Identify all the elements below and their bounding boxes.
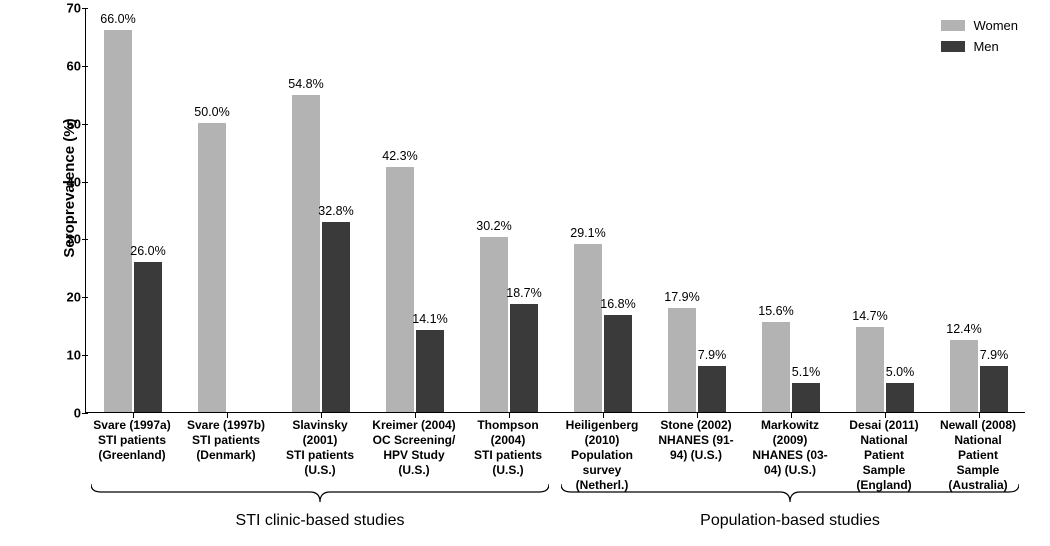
bar-value-label: 15.6% xyxy=(758,304,793,318)
y-tick-label: 70 xyxy=(67,1,81,16)
bar-value-label: 12.4% xyxy=(946,322,981,336)
group-brace xyxy=(91,484,549,502)
bar-men xyxy=(980,366,1008,412)
bar-value-label: 29.1% xyxy=(570,226,605,240)
bar-women xyxy=(762,322,790,412)
group-brace xyxy=(561,484,1019,502)
legend-swatch xyxy=(941,41,965,52)
y-tick-label: 10 xyxy=(67,348,81,363)
bar-value-label: 42.3% xyxy=(382,149,417,163)
x-axis-category-label: Slavinsky (2001)STI patients(U.S.) xyxy=(276,418,364,478)
legend-label: Men xyxy=(973,39,998,54)
bar-value-label: 30.2% xyxy=(476,219,511,233)
x-axis-category-label: Newall (2008)National PatientSample(Aust… xyxy=(934,418,1022,493)
chart-container: Seroprevalence (%) 010203040506070 66.0%… xyxy=(55,8,1025,413)
bar-men xyxy=(416,330,444,412)
x-axis-category-label: Heiligenberg(2010)Populationsurvey(Nethe… xyxy=(558,418,646,493)
group-title: Population-based studies xyxy=(700,512,880,530)
bar-men xyxy=(698,366,726,412)
bar-value-label: 14.7% xyxy=(852,309,887,323)
bar-women xyxy=(574,244,602,412)
plot-area: 66.0% 26.0% 50.0% 54.8% 32.8% 42.3% 14.1% 30.2%… xyxy=(85,8,1025,413)
bar-value-label: 32.8% xyxy=(318,204,353,218)
bar-value-label: 16.8% xyxy=(600,297,635,311)
y-tick-label: 60 xyxy=(67,58,81,73)
x-axis-category-label: Kreimer (2004)OC Screening/HPV Study(U.S… xyxy=(370,418,458,478)
bar-women xyxy=(480,237,508,412)
bar-women xyxy=(104,30,132,412)
bar-value-label: 18.7% xyxy=(506,286,541,300)
y-tick-label: 0 xyxy=(74,406,81,421)
y-tick-label: 30 xyxy=(67,232,81,247)
legend-item: Men xyxy=(941,39,1018,54)
bar-value-label: 7.9% xyxy=(698,348,727,362)
y-tick-mark xyxy=(82,413,88,414)
group-title: STI clinic-based studies xyxy=(236,512,405,530)
bar-value-label: 26.0% xyxy=(130,244,165,258)
legend: Women Men xyxy=(941,18,1018,60)
bar-value-label: 54.8% xyxy=(288,77,323,91)
bar-men xyxy=(792,383,820,413)
x-axis-category-label: Desai (2011)National PatientSample(Engla… xyxy=(840,418,928,493)
bar-women xyxy=(856,327,884,412)
bar-women xyxy=(198,123,226,412)
x-axis-category-label: Stone (2002)NHANES (91-94) (U.S.) xyxy=(652,418,740,463)
bar-value-label: 50.0% xyxy=(194,105,229,119)
x-axis-category-label: Svare (1997a)STI patients(Greenland) xyxy=(88,418,176,463)
bar-women xyxy=(668,308,696,412)
bar-men xyxy=(604,315,632,412)
bar-value-label: 5.1% xyxy=(792,365,821,379)
bar-value-label: 14.1% xyxy=(412,312,447,326)
x-axis-category-label: Thompson(2004)STI patients(U.S.) xyxy=(464,418,552,478)
y-tick-label: 40 xyxy=(67,174,81,189)
x-axis-category-label: Svare (1997b)STI patients(Denmark) xyxy=(182,418,270,463)
bar-value-label: 66.0% xyxy=(100,12,135,26)
y-tick-label: 20 xyxy=(67,290,81,305)
legend-swatch xyxy=(941,20,965,31)
bar-men xyxy=(134,262,162,412)
bar-men xyxy=(886,383,914,412)
bar-value-label: 17.9% xyxy=(664,290,699,304)
bar-value-label: 5.0% xyxy=(886,365,915,379)
bar-women xyxy=(386,167,414,412)
y-tick-label: 50 xyxy=(67,116,81,131)
bar-women xyxy=(950,340,978,412)
legend-item: Women xyxy=(941,18,1018,33)
bar-men xyxy=(322,222,350,412)
y-axis: 010203040506070 xyxy=(55,8,85,413)
x-axis-category-label: Markowitz(2009)NHANES (03-04) (U.S.) xyxy=(746,418,834,478)
legend-label: Women xyxy=(973,18,1018,33)
bar-women xyxy=(292,95,320,412)
bar-value-label: 7.9% xyxy=(980,348,1009,362)
bar-men xyxy=(510,304,538,412)
